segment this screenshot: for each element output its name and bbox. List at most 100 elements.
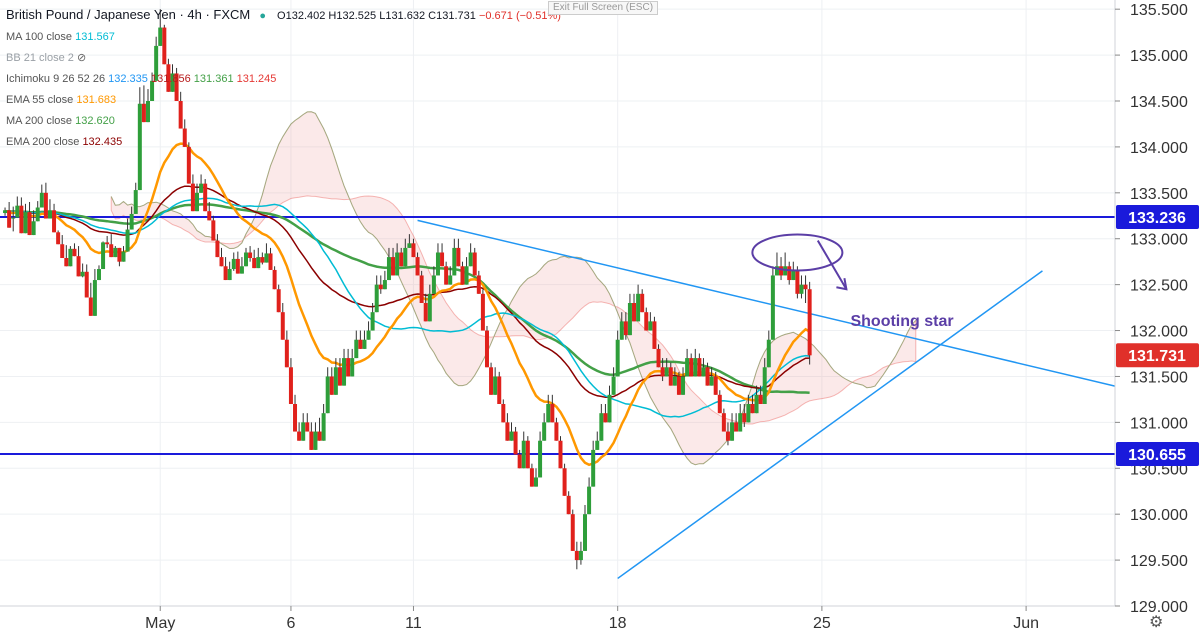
candle-body: [509, 431, 514, 441]
indicator-ichimoku[interactable]: Ichimoku 9 26 52 26 132.335 131.856 131.…: [6, 69, 561, 90]
candle-body: [252, 258, 257, 269]
candle-body: [595, 440, 600, 450]
y-tick-label: 129.500: [1130, 553, 1188, 570]
candle-body: [350, 358, 355, 377]
price-badge: [1116, 442, 1199, 467]
exit-fullscreen-button[interactable]: Exit Full Screen (ESC): [548, 1, 659, 15]
candle-body: [35, 207, 40, 222]
candle-body: [558, 440, 563, 469]
ema55-line: [4, 142, 811, 467]
candle-body: [137, 103, 142, 191]
candle-body: [305, 422, 310, 432]
candle-body: [80, 271, 85, 277]
candle-body: [415, 257, 420, 276]
candle-body: [791, 270, 796, 281]
y-tick-label: 131.000: [1130, 415, 1188, 432]
candle-body: [231, 258, 236, 270]
candle-body: [76, 256, 81, 277]
candle-body: [60, 244, 65, 259]
candle-body: [84, 271, 89, 298]
candle-body: [721, 413, 726, 432]
symbol-title[interactable]: British Pound / Japanese Yen · 4h · FXCM: [6, 7, 251, 22]
candle-body: [378, 284, 383, 290]
candle-body: [113, 247, 118, 258]
candle-body: [268, 253, 273, 270]
candle-body: [525, 440, 530, 469]
candle-body: [464, 266, 469, 285]
candle-body: [264, 253, 269, 263]
close-value: C131.731: [428, 10, 476, 22]
candle-body: [374, 284, 379, 313]
candle-body: [632, 303, 637, 322]
candle-body: [145, 101, 150, 123]
candle-body: [109, 244, 114, 258]
candle-body: [713, 376, 718, 395]
ichimoku-cloud: [110, 111, 917, 466]
candle-body: [517, 454, 522, 469]
price-badge-label: 133.236: [1128, 210, 1186, 227]
candle-body: [92, 280, 97, 316]
candle-body: [166, 64, 171, 92]
candle-body: [660, 367, 665, 377]
candle-body: [411, 243, 416, 258]
candle-body: [574, 550, 579, 561]
candle-body: [43, 192, 48, 219]
market-status-icon: ●: [259, 10, 266, 22]
y-tick-label: 134.500: [1130, 94, 1188, 111]
hidden-eye-icon[interactable]: ⊘: [76, 52, 87, 64]
candle-body: [533, 477, 538, 487]
candle-body: [591, 449, 596, 487]
candle-body: [734, 422, 739, 432]
candle-body: [681, 376, 686, 395]
indicator-ma100[interactable]: MA 100 close 131.567: [6, 27, 561, 48]
candle-body: [460, 266, 465, 285]
candle-body: [672, 376, 677, 386]
candle-body: [321, 413, 326, 441]
trendline: [417, 219, 1133, 391]
indicator-ema200[interactable]: EMA 200 close 132.435: [6, 132, 561, 153]
y-tick-label: 133.500: [1130, 186, 1188, 203]
candle-body: [248, 252, 253, 259]
candle-body: [391, 257, 396, 276]
candle-body: [260, 257, 265, 263]
low-value: L131.632: [379, 10, 426, 22]
candle-body: [770, 275, 775, 340]
candle-body: [27, 212, 32, 236]
price-badge-label: 131.731: [1128, 348, 1186, 365]
candle-body: [121, 251, 126, 262]
candle-body: [599, 413, 604, 441]
candle-body: [668, 367, 673, 386]
candle-body: [407, 243, 412, 248]
indicator-ma200[interactable]: MA 200 close 132.620: [6, 111, 561, 132]
y-tick-label: 133.000: [1130, 232, 1188, 249]
candle-body: [227, 269, 232, 281]
candle-body: [272, 269, 277, 290]
candle-body: [807, 289, 812, 356]
candle-body: [787, 266, 792, 281]
candle-body: [105, 242, 110, 245]
candle-body: [333, 367, 338, 395]
candle-body: [88, 297, 93, 316]
candle-body: [141, 103, 146, 123]
candle-body: [570, 514, 575, 551]
candle-body: [664, 367, 669, 377]
candle-body: [64, 258, 69, 267]
candle-body: [125, 229, 130, 252]
candle-body: [358, 339, 363, 349]
candle-body: [162, 27, 167, 65]
candle-body: [15, 205, 20, 218]
candle-body: [562, 468, 567, 496]
indicator-ema55[interactable]: EMA 55 close 131.683: [6, 90, 561, 111]
candle-body: [738, 413, 743, 432]
candle-body: [133, 190, 138, 214]
gear-icon[interactable]: ⚙: [1149, 614, 1164, 631]
candle-body: [497, 376, 502, 404]
candle-body: [484, 330, 489, 368]
candle-body: [215, 240, 220, 258]
candle-body: [550, 404, 555, 423]
indicator-label: EMA 200 close: [6, 136, 80, 148]
candle-body: [435, 252, 440, 276]
indicator-bb21[interactable]: BB 21 close 2 ⊘: [6, 48, 561, 69]
candle-body: [68, 248, 73, 267]
